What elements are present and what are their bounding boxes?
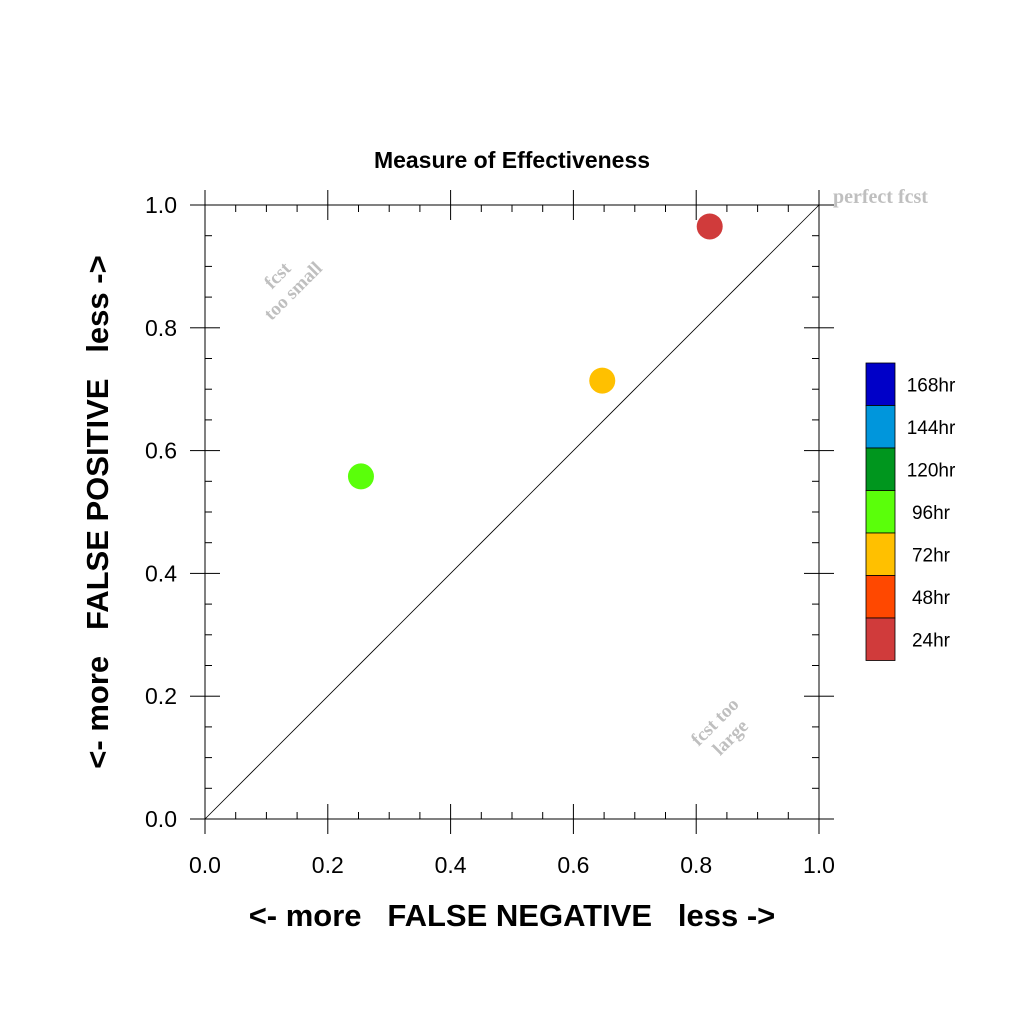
y-axis-label: <- more FALSE POSITIVE less ->	[80, 255, 115, 768]
data-point	[696, 213, 723, 240]
chart-title: Measure of Effectiveness	[374, 147, 650, 173]
legend-swatch	[865, 532, 896, 576]
x-tick-labels: 0.0 0.2 0.4 0.6 0.8 1.0	[189, 852, 835, 878]
annotation-too-large: fcst too large	[687, 694, 753, 760]
x-tick-label: 1.0	[803, 852, 835, 878]
x-tick-label: 0.8	[680, 852, 712, 878]
legend-swatch	[865, 447, 896, 491]
legend-swatch	[865, 575, 896, 619]
y-tick-label: 0.8	[145, 315, 177, 341]
legend-label: 24hr	[912, 630, 951, 651]
x-tick-label: 0.2	[312, 852, 344, 878]
y-tick-labels: 0.0 0.2 0.4 0.6 0.8 1.0	[145, 192, 177, 832]
axis-ticks	[190, 190, 834, 834]
x-tick-label: 0.4	[435, 852, 467, 878]
x-tick-label: 0.0	[189, 852, 221, 878]
y-tick-label: 0.0	[145, 806, 177, 832]
annotation-too-small: fcst too small	[260, 258, 327, 325]
legend-label: 72hr	[912, 545, 951, 566]
legend-swatch	[865, 405, 896, 449]
legend-swatch	[865, 617, 896, 661]
legend: 168hr 144hr 120hr 96hr 72hr 48hr 24hr	[865, 362, 956, 661]
legend-label: 48hr	[912, 588, 951, 609]
legend-label: 96hr	[912, 503, 951, 524]
y-tick-label: 0.2	[145, 683, 177, 709]
legend-label: 144hr	[907, 418, 956, 439]
x-tick-label: 0.6	[557, 852, 589, 878]
legend-swatch	[865, 490, 896, 534]
y-tick-label: 1.0	[145, 192, 177, 218]
y-tick-label: 0.6	[145, 438, 177, 464]
reference-diagonal-line	[204, 204, 820, 820]
y-tick-label: 0.4	[145, 560, 177, 586]
data-point	[347, 463, 374, 490]
annotation-perfect-fcst: perfect fcst	[833, 186, 928, 208]
data-point	[589, 367, 616, 394]
plot-area: fcst too small fcst too large	[190, 190, 834, 834]
legend-label: 168hr	[907, 375, 956, 396]
legend-label: 120hr	[907, 460, 956, 481]
data-points	[347, 213, 723, 490]
x-axis-label: <- more FALSE NEGATIVE less ->	[249, 898, 776, 933]
legend-swatch	[865, 362, 896, 406]
